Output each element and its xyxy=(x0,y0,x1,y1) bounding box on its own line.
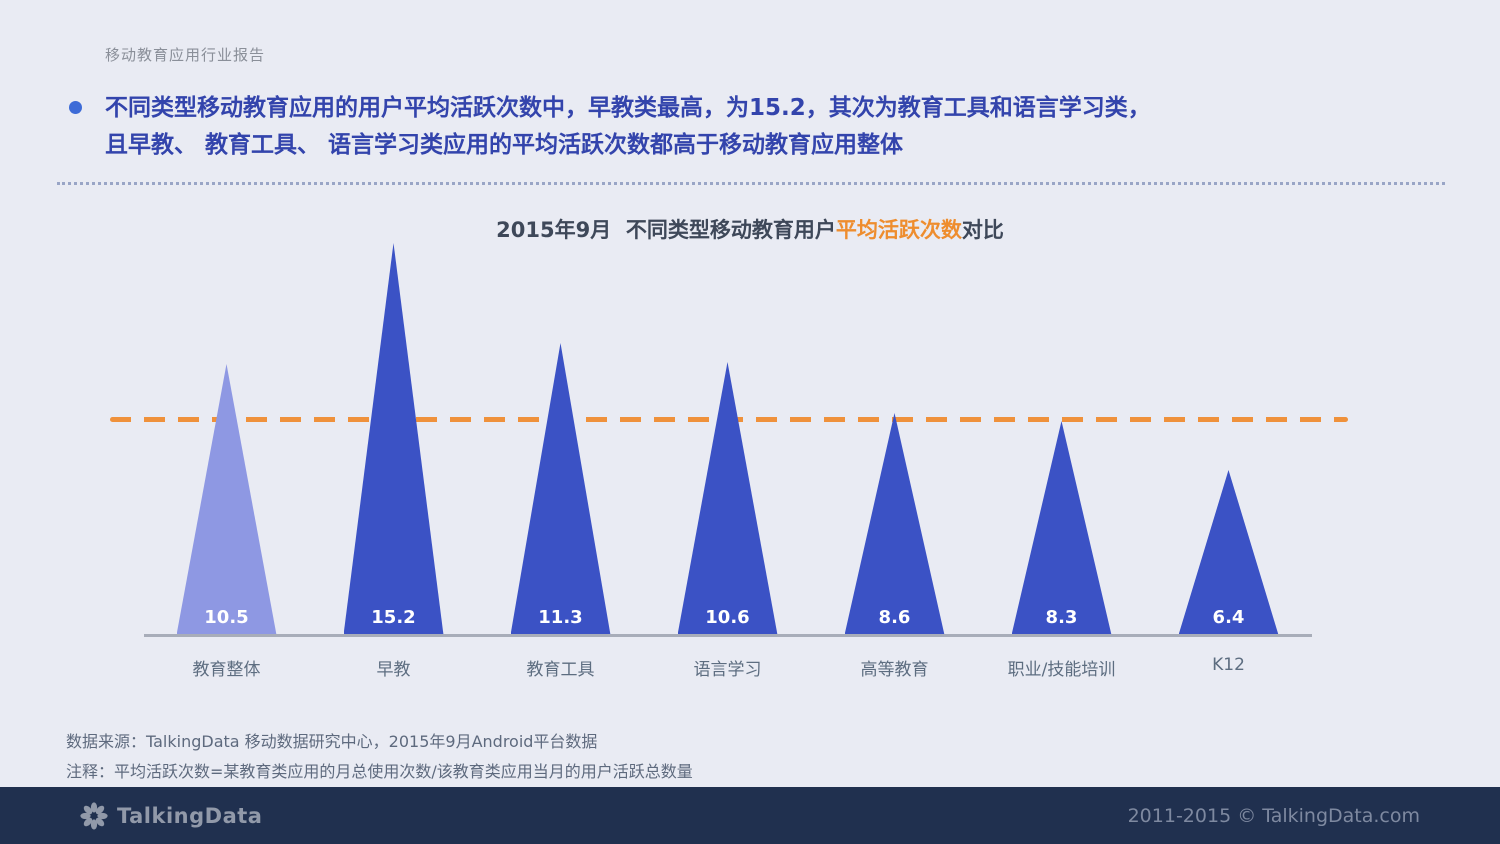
chart-title: 2015年9月 不同类型移动教育用户平均活跃次数对比 xyxy=(0,214,1500,244)
bullet-icon xyxy=(69,101,82,114)
chart-title-suffix: 对比 xyxy=(961,218,1004,242)
footer-bar: TalkingData 2011-2015 © TalkingData.com xyxy=(0,787,1500,844)
bars-container: 10.5 15.2 11.3 10.6 8.6 8.3 6.4 xyxy=(143,243,1312,635)
category-label: K12 xyxy=(1212,655,1245,675)
chart-bar: 8.3 xyxy=(978,421,1145,635)
category-label: 高等教育 xyxy=(860,660,929,680)
chart-title-highlight: 平均活跃次数 xyxy=(835,218,962,242)
triangle-shape: 8.3 xyxy=(1011,421,1112,635)
headline: 不同类型移动教育应用的用户平均活跃次数中，早教类最高，为15.2，其次为教育工具… xyxy=(105,90,1445,164)
category-label: 早教 xyxy=(376,660,411,680)
category-label: 语言学习 xyxy=(693,660,762,680)
chart-bar: 10.6 xyxy=(644,362,811,635)
bar-value-label: 10.6 xyxy=(705,607,750,628)
chart-bar: 11.3 xyxy=(477,343,644,635)
triangle-shape: 8.6 xyxy=(844,413,945,635)
category-label: 教育整体 xyxy=(192,660,261,680)
triangle-shape: 11.3 xyxy=(510,343,611,635)
brand-logo: TalkingData xyxy=(80,801,263,830)
copyright-text: 2011-2015 © TalkingData.com xyxy=(1127,804,1420,827)
category-labels: 教育整体 早教 教育工具 语言学习 高等教育 职业/技能培训 K12 xyxy=(143,655,1312,680)
x-axis-line xyxy=(144,634,1312,637)
chart-bar: 15.2 xyxy=(310,243,477,635)
chart-bar: 8.6 xyxy=(811,413,978,635)
data-source-note: 数据来源：TalkingData 移动数据研究中心，2015年9月Android… xyxy=(66,732,598,751)
brand-name: TalkingData xyxy=(117,803,263,828)
definition-note: 注释：平均活跃次数=某教育类应用的月总使用次数/该教育类应用当月的用户活跃总数量 xyxy=(66,762,693,781)
talkingdata-logo-icon xyxy=(80,801,108,830)
bar-value-label: 10.5 xyxy=(204,607,249,628)
bar-value-label: 11.3 xyxy=(538,607,583,628)
bar-value-label: 8.3 xyxy=(1045,607,1078,628)
report-title: 移动教育应用行业报告 xyxy=(105,46,266,64)
bar-value-label: 15.2 xyxy=(371,607,416,628)
chart-title-prefix: 2015年9月 不同类型移动教育用户 xyxy=(496,218,836,242)
bar-value-label: 6.4 xyxy=(1212,607,1245,628)
headline-line2: 且早教、 教育工具、 语言学习类应用的平均活跃次数都高于移动教育应用整体 xyxy=(105,132,904,158)
bar-value-label: 8.6 xyxy=(878,607,911,628)
category-label: 教育工具 xyxy=(526,660,595,680)
triangle-shape: 15.2 xyxy=(343,243,444,635)
chart-bar: 6.4 xyxy=(1145,470,1312,635)
triangle-shape: 10.6 xyxy=(677,362,778,635)
chart-bar: 10.5 xyxy=(143,364,310,635)
dotted-divider xyxy=(57,182,1445,185)
triangle-shape: 6.4 xyxy=(1178,470,1279,635)
category-label: 职业/技能培训 xyxy=(1007,660,1116,680)
triangle-shape: 10.5 xyxy=(176,364,277,635)
headline-line1: 不同类型移动教育应用的用户平均活跃次数中，早教类最高，为15.2，其次为教育工具… xyxy=(105,95,1151,121)
